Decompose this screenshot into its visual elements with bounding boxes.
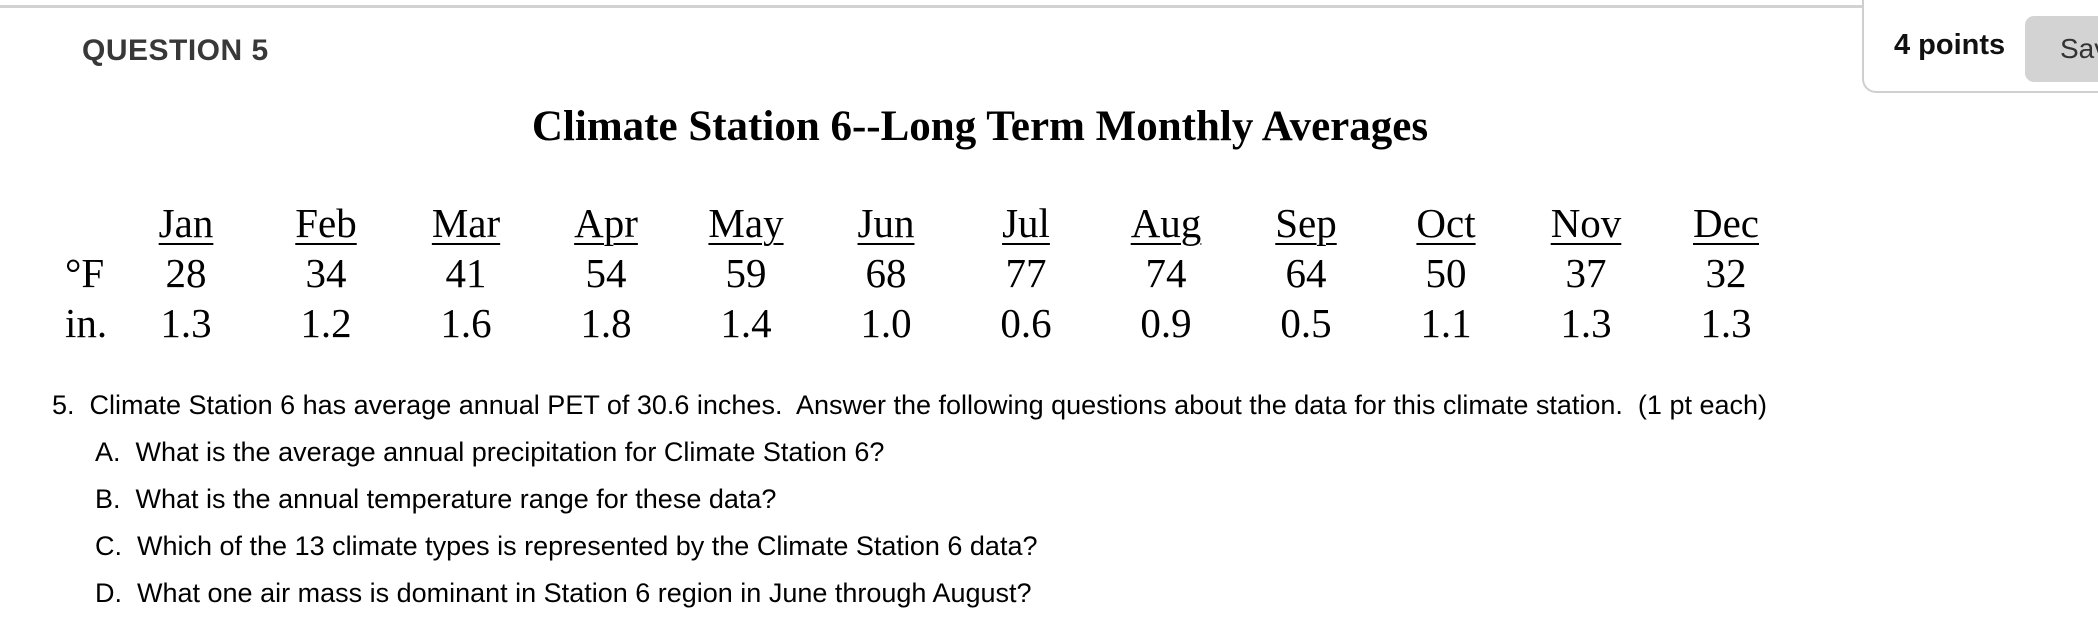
table-title: Climate Station 6--Long Term Monthly Ave…	[531, 103, 1429, 150]
header-divider	[0, 5, 1862, 8]
temp-cell: 37	[1565, 250, 1607, 296]
points-badge: 4 points	[1894, 29, 2006, 61]
month-header: Jun	[857, 200, 915, 246]
question-body: 5. Climate Station 6 has average annual …	[0, 382, 2000, 617]
month-header: Feb	[295, 200, 357, 246]
temp-cell: 50	[1425, 250, 1467, 296]
temp-row-label: °F	[65, 250, 105, 296]
month-header: Sep	[1275, 200, 1337, 246]
temp-cell: 34	[305, 250, 347, 296]
temp-cell: 32	[1705, 250, 1747, 296]
corner-cell	[65, 198, 116, 248]
precip-cell: 0.9	[1140, 300, 1192, 346]
month-header: Oct	[1416, 200, 1476, 246]
temp-cell: 59	[725, 250, 767, 296]
temp-cell: 77	[1005, 250, 1047, 296]
temp-cell: 28	[165, 250, 207, 296]
temp-cell: 74	[1145, 250, 1187, 296]
precip-cell: 1.4	[720, 300, 772, 346]
precip-cell: 1.8	[580, 300, 632, 346]
sub-question-a: A. What is the average annual precipitat…	[95, 437, 885, 467]
question-main-text: 5. Climate Station 6 has average annual …	[52, 390, 1768, 420]
precip-cell: 1.6	[440, 300, 492, 346]
sub-question-d: D. What one air mass is dominant in Stat…	[95, 578, 1032, 608]
month-header: Jan	[158, 200, 214, 246]
precip-cell: 1.2	[300, 300, 352, 346]
temp-cell: 41	[445, 250, 487, 296]
month-header: May	[708, 200, 784, 246]
question-number-heading: QUESTION 5	[82, 34, 269, 67]
precip-cell: 1.3	[1700, 300, 1752, 346]
precip-cell: 1.0	[860, 300, 912, 346]
points-panel: 4 points Sav	[1862, 0, 2098, 93]
sub-question-b: B. What is the annual temperature range …	[95, 484, 777, 514]
precip-cell: 0.5	[1280, 300, 1332, 346]
precip-cell: 1.3	[160, 300, 212, 346]
temp-cell: 54	[585, 250, 627, 296]
save-answer-button[interactable]: Sav	[2025, 16, 2098, 82]
month-header: Aug	[1130, 200, 1202, 246]
month-header: Dec	[1692, 200, 1759, 246]
temp-cell: 68	[865, 250, 907, 296]
precip-cell: 1.1	[1420, 300, 1472, 346]
month-header: Jul	[1002, 200, 1050, 246]
temp-cell: 64	[1285, 250, 1327, 296]
climate-data-table: Jan Feb Mar Apr May Jun Jul Aug Sep Oct …	[65, 198, 1796, 348]
precip-cell: 1.3	[1560, 300, 1612, 346]
month-header: Mar	[431, 200, 501, 246]
precip-row-label: in.	[65, 300, 108, 346]
precip-cell: 0.6	[1000, 300, 1052, 346]
month-header: Apr	[574, 200, 638, 246]
sub-question-c: C. Which of the 13 climate types is repr…	[95, 531, 1038, 561]
month-header: Nov	[1550, 200, 1622, 246]
